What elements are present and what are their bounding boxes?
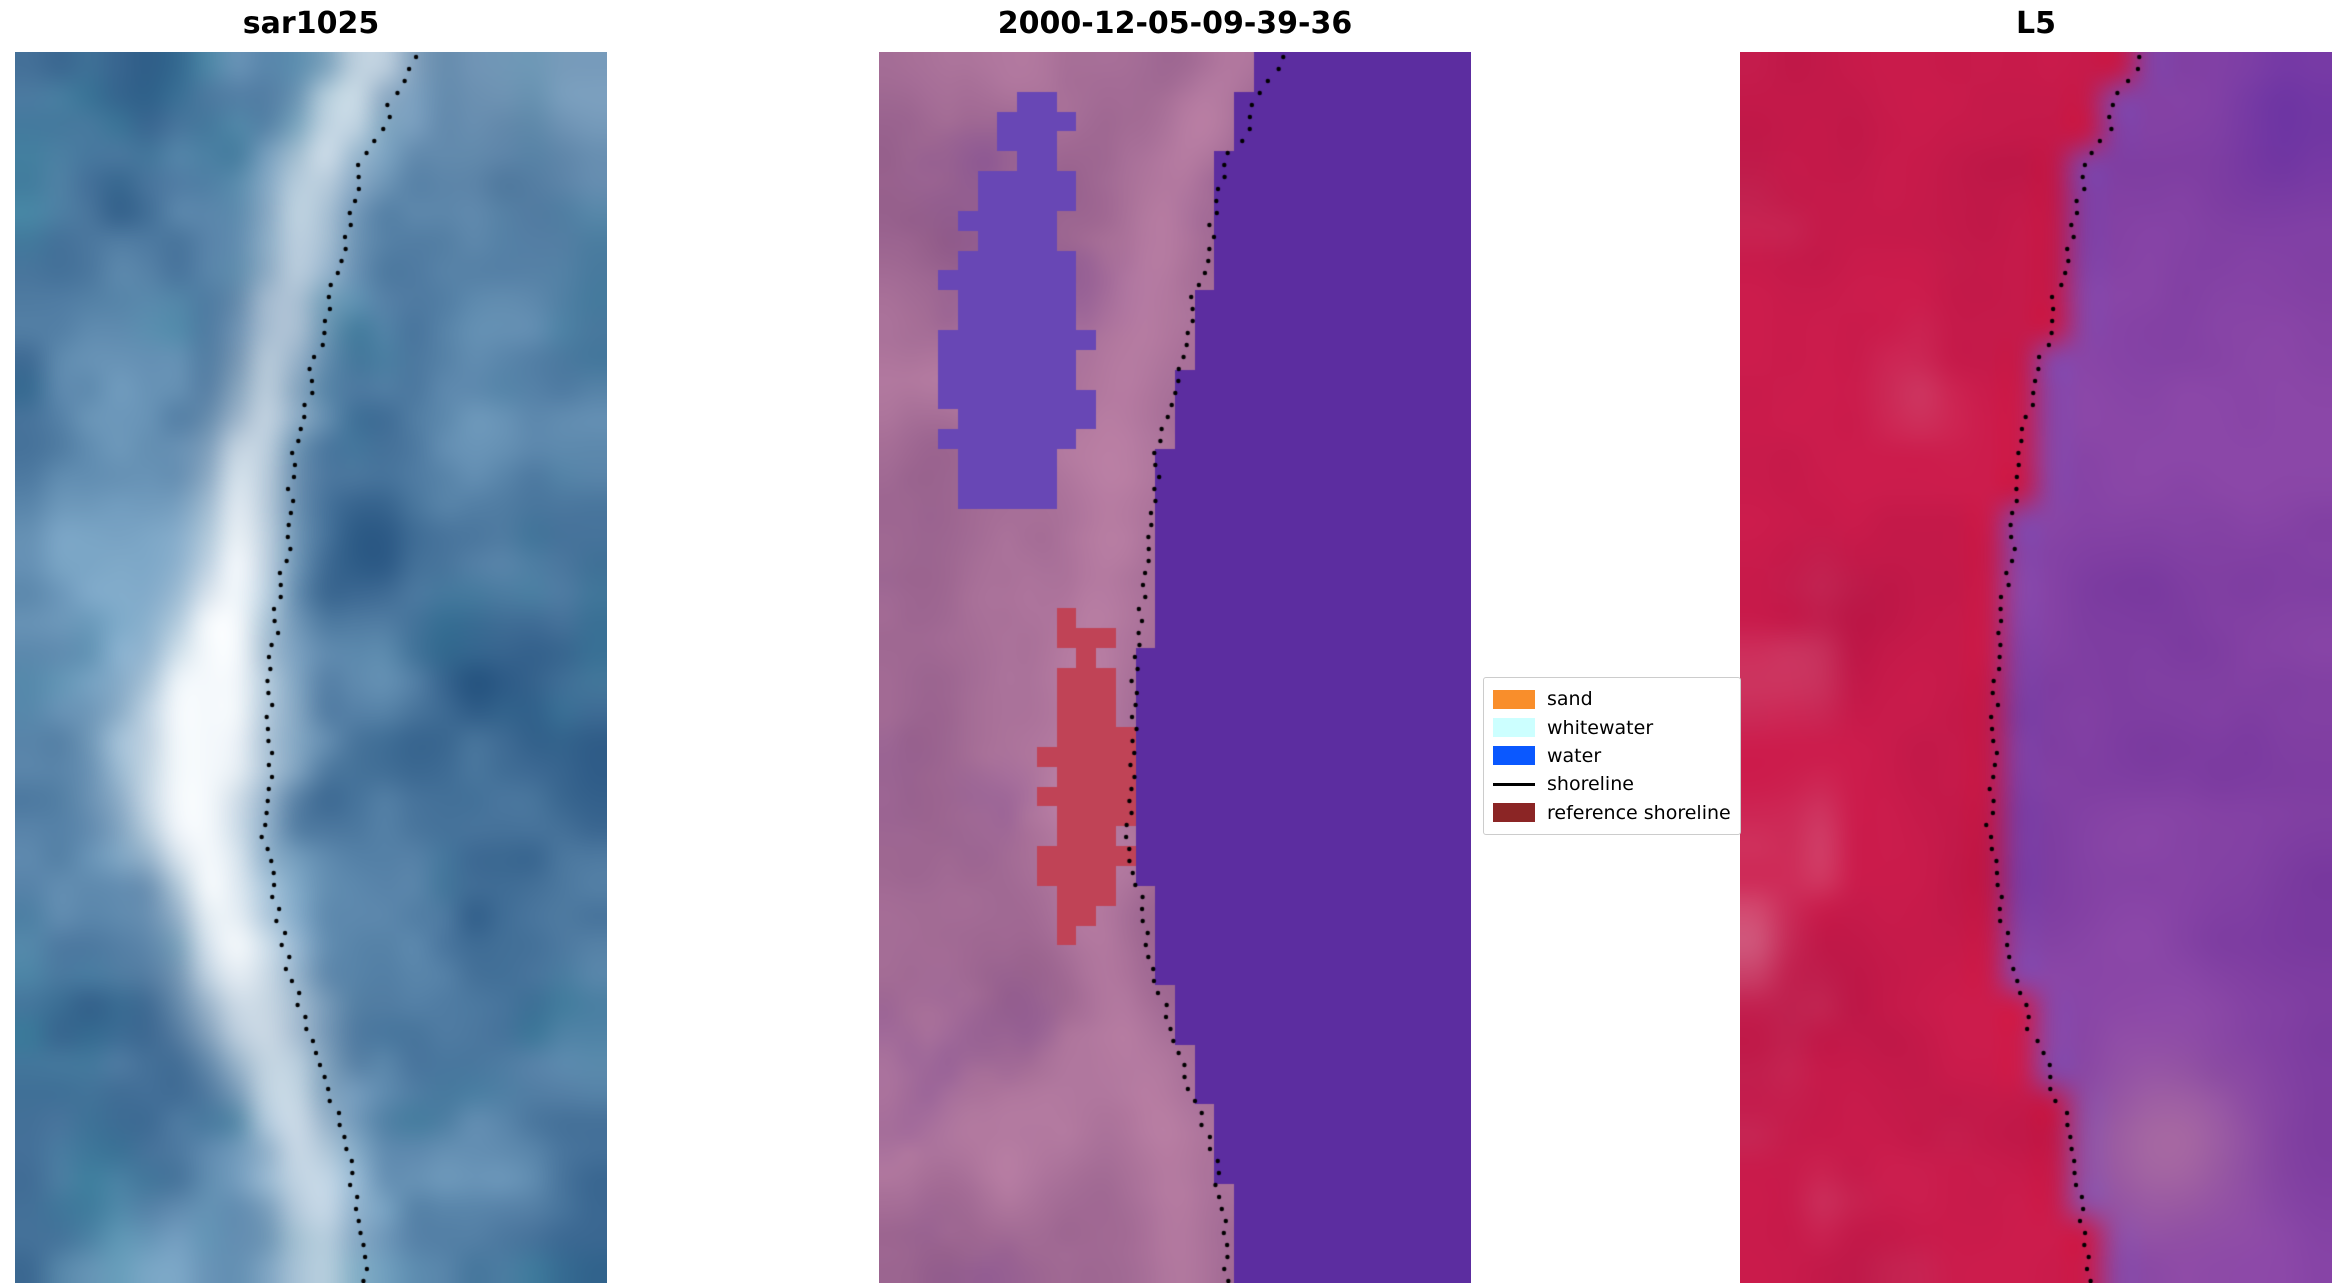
l5-image-canvas	[1740, 52, 2332, 1283]
legend-label: water	[1547, 744, 1602, 767]
legend-swatch	[1493, 689, 1535, 709]
legend-swatch	[1493, 803, 1535, 823]
panel-sar: sar1025	[15, 6, 607, 1283]
legend-swatch	[1493, 746, 1535, 766]
legend-line-sample	[1493, 782, 1535, 786]
legend-label: shoreline	[1547, 773, 1634, 796]
legend-label: whitewater	[1547, 716, 1654, 739]
legend-label: reference shoreline	[1547, 801, 1731, 824]
panel-title-l5: L5	[2016, 6, 2056, 41]
panel-classified: 2000-12-05-09-39-36	[879, 6, 1471, 1283]
legend-item: whitewater	[1493, 714, 1731, 741]
legend-swatch	[1493, 718, 1535, 738]
panel-l5: L5	[1740, 6, 2332, 1283]
sar-image-canvas	[15, 52, 607, 1283]
panel-title-classified: 2000-12-05-09-39-36	[997, 6, 1353, 41]
legend: sand whitewater water shoreline reference sh…	[1483, 677, 1741, 835]
legend-label: sand	[1547, 688, 1593, 711]
legend-item: sand	[1493, 686, 1731, 713]
legend-item: water	[1493, 742, 1731, 769]
panel-title-sar: sar1025	[242, 6, 380, 41]
legend-item: reference shoreline	[1493, 799, 1731, 826]
legend-item: shoreline	[1493, 771, 1731, 798]
classified-image-canvas	[879, 52, 1471, 1283]
